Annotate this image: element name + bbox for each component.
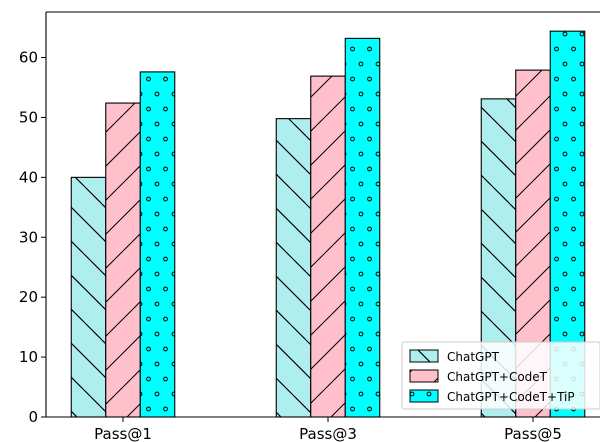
bar-hatch	[70, 176, 107, 418]
legend: ChatGPT ChatGPT+CodeT ChatGPT+CodeT+TiP	[401, 341, 600, 410]
bar-hatch	[139, 71, 176, 418]
legend-swatch-hatch	[409, 369, 439, 383]
bar-hatch	[344, 37, 381, 418]
x-tick-label: Pass@1	[94, 425, 152, 442]
legend-label: ChatGPT+CodeT	[447, 370, 548, 384]
bars-layer	[70, 30, 586, 418]
y-tick-label: 40	[19, 168, 38, 186]
legend-box	[401, 341, 600, 410]
legend-swatch-hatch	[409, 349, 439, 363]
legend-swatch-hatch	[409, 389, 439, 403]
y-tick-label: 60	[19, 49, 38, 67]
x-tick-label: Pass@3	[299, 425, 357, 442]
y-tick-label: 0	[28, 408, 38, 426]
y-tick-label: 50	[19, 108, 38, 126]
y-tick-label: 10	[19, 348, 38, 366]
axes-layer: 0 10 20 30 40 50 60 Pass@1 Pass@3 Pass@5	[19, 11, 600, 442]
y-tick-label: 20	[19, 288, 38, 306]
bar-hatch	[310, 75, 346, 418]
bar-hatch	[105, 102, 141, 418]
legend-label: ChatGPT+CodeT+TiP	[447, 390, 575, 404]
x-tick-label: Pass@5	[504, 425, 562, 442]
bar-hatch	[275, 118, 312, 418]
legend-label: ChatGPT	[447, 350, 500, 364]
y-tick-label: 30	[19, 228, 38, 246]
